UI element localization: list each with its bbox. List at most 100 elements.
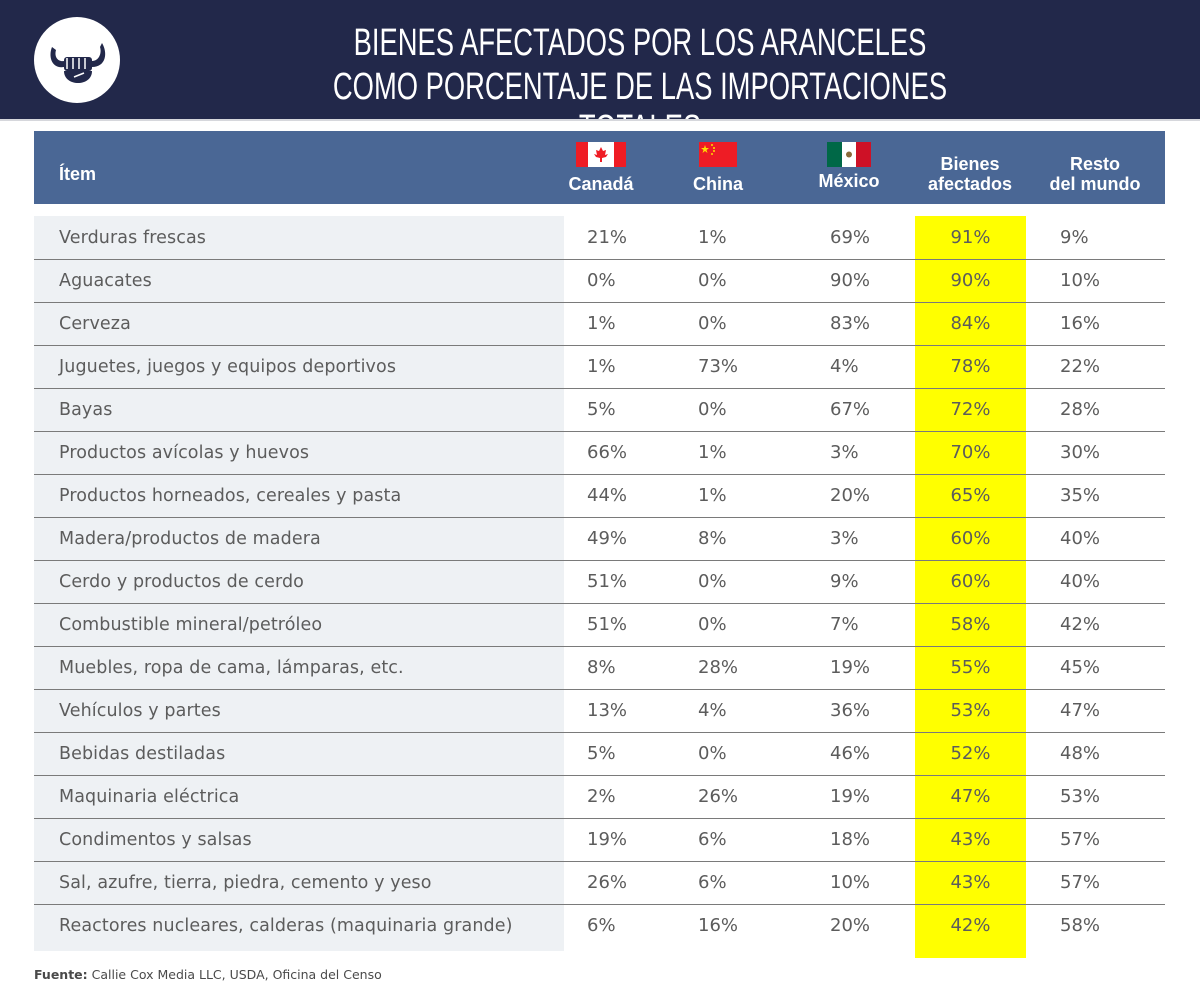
cell-item: Madera/productos de madera [59,529,321,549]
cell-resto-del-mundo: 28% [1060,399,1101,420]
row-divider [34,302,1165,303]
cell-china: 8% [698,528,727,549]
cell-item: Cerdo y productos de cerdo [59,572,304,592]
cell-china: 6% [698,829,727,850]
cell-mexico: 69% [830,227,871,248]
cell-item: Aguacates [59,271,152,291]
source-text: Callie Cox Media LLC, USDA, Oficina del … [87,967,382,982]
cell-canada: 2% [587,786,616,807]
column-header-canada: Canadá [568,174,634,194]
row-divider [34,689,1165,690]
cell-resto-del-mundo: 10% [1060,270,1101,291]
cell-resto-del-mundo: 16% [1060,313,1101,334]
bienes-line-1: Bienes [940,154,1000,174]
cell-canada: 51% [587,571,628,592]
cell-bienes-afectados: 42% [950,915,991,936]
canada-flag-icon [576,142,626,167]
cell-mexico: 36% [830,700,871,721]
cell-china: 0% [698,614,727,635]
row-divider [34,775,1165,776]
cell-canada: 19% [587,829,628,850]
cell-bienes-afectados: 65% [950,485,991,506]
header-divider [0,119,1200,121]
cell-mexico: 90% [830,270,871,291]
cell-resto-del-mundo: 9% [1060,227,1089,248]
cell-china: 0% [698,399,727,420]
table-row: Maquinaria eléctrica 2% 26% 19% 47% 53% [34,776,1165,819]
table-row: Reactores nucleares, calderas (maquinari… [34,905,1165,948]
cell-item: Bebidas destiladas [59,744,226,764]
table-row: Productos avícolas y huevos 66% 1% 3% 70% 30% [34,432,1165,475]
cell-resto-del-mundo: 58% [1060,915,1101,936]
cell-resto-del-mundo: 30% [1060,442,1101,463]
cell-mexico: 20% [830,915,871,936]
cell-china: 28% [698,657,739,678]
cell-item: Juguetes, juegos y equipos deportivos [59,357,397,377]
table-row: Muebles, ropa de cama, lámparas, etc. 8% 2… [34,647,1165,690]
cell-resto-del-mundo: 40% [1060,528,1101,549]
table-row: Sal, azufre, tierra, piedra, cemento y y… [34,862,1165,905]
cell-item: Combustible mineral/petróleo [59,615,323,635]
bull-fist-logo-icon [34,17,120,103]
table-row: Verduras frescas 21% 1% 69% 91% 9% [34,217,1165,260]
cell-item: Muebles, ropa de cama, lámparas, etc. [59,658,404,678]
row-divider [34,560,1165,561]
cell-canada: 5% [587,743,616,764]
table-row: Condimentos y salsas 19% 6% 18% 43% 57% [34,819,1165,862]
cell-canada: 21% [587,227,628,248]
cell-canada: 8% [587,657,616,678]
cell-china: 4% [698,700,727,721]
cell-item: Verduras frescas [59,228,206,248]
source-footnote: Fuente: Callie Cox Media LLC, USDA, Ofic… [34,967,382,982]
cell-canada: 13% [587,700,628,721]
cell-bienes-afectados: 47% [950,786,991,807]
table-row: Cerdo y productos de cerdo 51% 0% 9% 60% 40% [34,561,1165,604]
cell-item: Bayas [59,400,113,420]
cell-bienes-afectados: 60% [950,528,991,549]
cell-item: Productos horneados, cereales y pasta [59,486,402,506]
row-divider [34,904,1165,905]
cell-canada: 1% [587,356,616,377]
item-column-background [34,216,564,951]
row-divider [34,431,1165,432]
cell-bienes-afectados: 52% [950,743,991,764]
row-divider [34,603,1165,604]
cell-canada: 66% [587,442,628,463]
cell-canada: 49% [587,528,628,549]
cell-canada: 1% [587,313,616,334]
cell-mexico: 18% [830,829,871,850]
table-row: Juguetes, juegos y equipos deportivos 1% 7… [34,346,1165,389]
cell-china: 1% [698,442,727,463]
row-divider [34,474,1165,475]
row-divider [34,732,1165,733]
cell-mexico: 83% [830,313,871,334]
cell-canada: 26% [587,872,628,893]
source-label: Fuente: [34,967,88,982]
resto-line-2: del mundo [1049,174,1141,194]
cell-china: 26% [698,786,739,807]
header-band: BIENES AFECTADOS POR LOS ARANCELES COMO … [0,0,1200,150]
table-row: Bebidas destiladas 5% 0% 46% 52% 48% [34,733,1165,776]
resto-line-1: Resto [1069,154,1120,174]
cell-item: Sal, azufre, tierra, piedra, cemento y y… [59,873,432,893]
cell-bienes-afectados: 84% [950,313,991,334]
cell-bienes-afectados: 72% [950,399,991,420]
cell-mexico: 19% [830,657,871,678]
cell-china: 1% [698,227,727,248]
cell-bienes-afectados: 55% [950,657,991,678]
table-row: Combustible mineral/petróleo 51% 0% 7% 58% 42… [34,604,1165,647]
column-header-bienes-afectados: Bienes afectados [906,154,1034,194]
cell-bienes-afectados: 58% [950,614,991,635]
column-header-resto-del-mundo: Resto del mundo [1034,154,1156,194]
cell-canada: 44% [587,485,628,506]
cell-resto-del-mundo: 53% [1060,786,1101,807]
cell-canada: 51% [587,614,628,635]
cell-china: 0% [698,571,727,592]
cell-resto-del-mundo: 45% [1060,657,1101,678]
cell-mexico: 10% [830,872,871,893]
row-divider [34,818,1165,819]
cell-bienes-afectados: 43% [950,829,991,850]
bienes-line-2: afectados [927,174,1013,194]
row-divider [34,388,1165,389]
cell-china: 1% [698,485,727,506]
